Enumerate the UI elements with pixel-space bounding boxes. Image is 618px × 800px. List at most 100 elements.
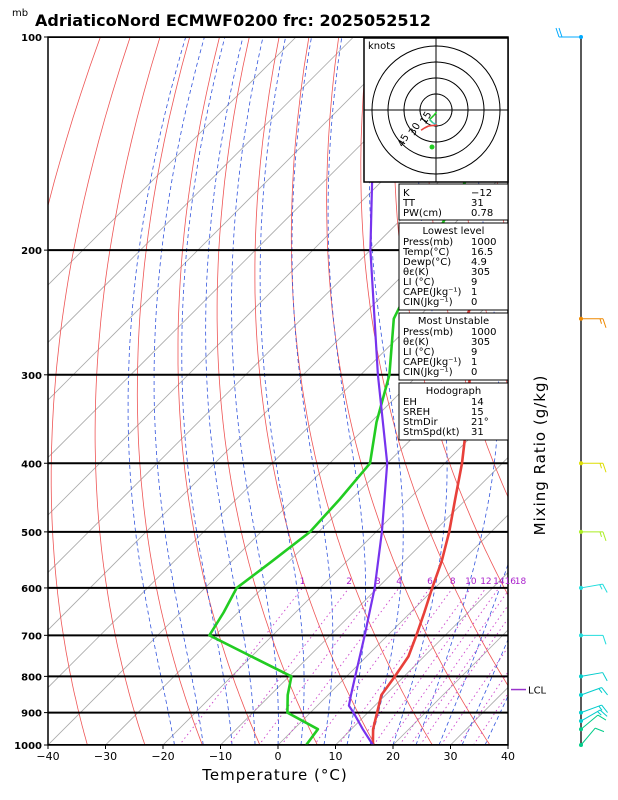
wind-barb-shaft <box>580 687 602 696</box>
wind-barb <box>579 672 608 682</box>
wind-barb-shaft <box>580 709 601 722</box>
wind-barb <box>579 461 607 473</box>
isotherm-line <box>507 744 508 745</box>
index-value: 0.78 <box>471 208 493 219</box>
mixing-ratio-tick-label: 2 <box>346 577 352 587</box>
mixing-ratio-tick-label: 4 <box>396 577 402 587</box>
temperature-tick-label: −40 <box>36 750 59 763</box>
lcl-label: LCL <box>528 686 547 697</box>
index-value: 1000 <box>471 327 496 338</box>
mixing-ratio-line <box>357 587 472 745</box>
wind-barb-feather <box>602 318 607 328</box>
mixing-ratio-line <box>409 604 508 745</box>
dry-adiabat-line <box>50 37 131 745</box>
wind-barb-feather <box>602 672 608 682</box>
index-label: Press(mb) <box>403 237 453 248</box>
index-box <box>398 382 509 441</box>
hodograph-storm-marker <box>429 144 435 150</box>
index-label: K <box>403 188 410 199</box>
mixing-ratio-line <box>472 692 508 745</box>
dry-adiabat-line <box>216 37 318 745</box>
series-line-1 <box>208 78 508 745</box>
wind-barb-half-feather <box>598 688 603 694</box>
wind-barb-feather <box>601 687 608 696</box>
temperature-tick-label: 10 <box>329 750 343 763</box>
isotherm-line <box>48 111 508 574</box>
index-label: TT <box>402 198 416 209</box>
index-value: 1 <box>471 287 477 298</box>
isotherm-line <box>48 37 297 286</box>
lowest-level-header: Lowest level <box>423 226 485 237</box>
index-label: θε(K) <box>403 267 429 278</box>
pressure-tick-label: 700 <box>21 631 42 642</box>
mixing-ratio-line <box>258 587 379 745</box>
hodograph-ring-label: 45 <box>396 132 412 149</box>
mixing-ratio-line <box>337 587 454 745</box>
wind-barb <box>579 633 607 645</box>
dry-adiabat-line <box>604 5 618 760</box>
index-box <box>398 312 509 381</box>
index-value: 21° <box>471 417 489 428</box>
wind-barb-half-feather <box>599 318 602 324</box>
moist-adiabat-line <box>181 37 233 745</box>
dry-adiabat-line <box>177 37 261 745</box>
isotherm-line <box>334 571 508 745</box>
mixing-ratio-line <box>440 646 508 745</box>
mixing-ratio-line <box>280 587 400 745</box>
index-label: Dewp(°C) <box>403 257 451 268</box>
index-box <box>398 183 509 221</box>
index-label: CAPE(Jkg⁻¹) <box>403 287 461 298</box>
wind-barb-feather <box>594 727 605 733</box>
wind-barb-feather <box>602 583 608 593</box>
mixing-ratio-tick-label: 14 <box>493 577 505 587</box>
wind-barb-feather <box>555 27 560 38</box>
chart-title: AdriaticoNord ECMWF0200 frc: 2025052512 <box>35 11 431 30</box>
dry-adiabat-line <box>254 37 376 745</box>
index-label: SREH <box>403 407 430 418</box>
index-label: StmDir <box>403 417 438 428</box>
wind-barb-half-feather <box>599 463 602 469</box>
hodograph-trace-segment <box>428 124 438 127</box>
index-value: 0 <box>471 297 477 308</box>
mixing-ratio-line <box>228 587 350 745</box>
wind-barb <box>579 714 607 732</box>
moist-adiabat-line <box>127 37 187 745</box>
wind-barb <box>555 27 583 39</box>
hodograph-unit-label: knots <box>368 41 395 52</box>
hodograph-area <box>364 38 508 182</box>
wind-barb-feather <box>558 27 563 38</box>
temperature-tick-label: −10 <box>209 750 232 763</box>
temperature-tick-label: 30 <box>444 750 458 763</box>
mixing-ratio-label: Mixing Ratio (g/kg) <box>531 375 549 536</box>
moist-adiabat-line <box>153 37 205 745</box>
index-value: 31 <box>471 198 484 209</box>
index-value: 305 <box>471 337 490 348</box>
x-axis-label: Temperature (°C) <box>201 766 347 784</box>
pressure-tick-label: 500 <box>21 528 42 539</box>
dry-adiabat-line <box>546 5 618 760</box>
index-label: CIN(Jkg⁻¹) <box>403 297 453 308</box>
index-value: 9 <box>471 347 477 358</box>
mixing-ratio-line <box>419 617 508 745</box>
index-value: 0 <box>471 367 477 378</box>
index-value: 15 <box>471 407 484 418</box>
index-label: CAPE(Jkg⁻¹) <box>403 357 461 368</box>
wind-barb-half-feather <box>597 711 602 716</box>
pressure-tick-label: 300 <box>21 371 42 382</box>
index-label: EH <box>403 397 417 408</box>
index-value: 31 <box>471 427 484 438</box>
dry-adiabat-line <box>360 37 508 687</box>
pressure-tick-label: 800 <box>21 672 42 683</box>
wind-barb <box>579 316 607 328</box>
wind-barb <box>579 709 608 724</box>
index-value: −12 <box>471 188 492 199</box>
wind-barb-shaft <box>580 714 599 730</box>
mixing-ratio-line <box>313 587 431 745</box>
isotherm-line <box>48 226 508 689</box>
wind-barb-half-feather <box>599 531 602 538</box>
index-label: PW(cm) <box>403 208 442 219</box>
mixing-ratio-line <box>399 590 508 745</box>
hodograph-trace-segment <box>429 119 434 124</box>
hodograph-ring-label: 30 <box>407 121 423 138</box>
pressure-tick-label: 400 <box>21 459 42 470</box>
